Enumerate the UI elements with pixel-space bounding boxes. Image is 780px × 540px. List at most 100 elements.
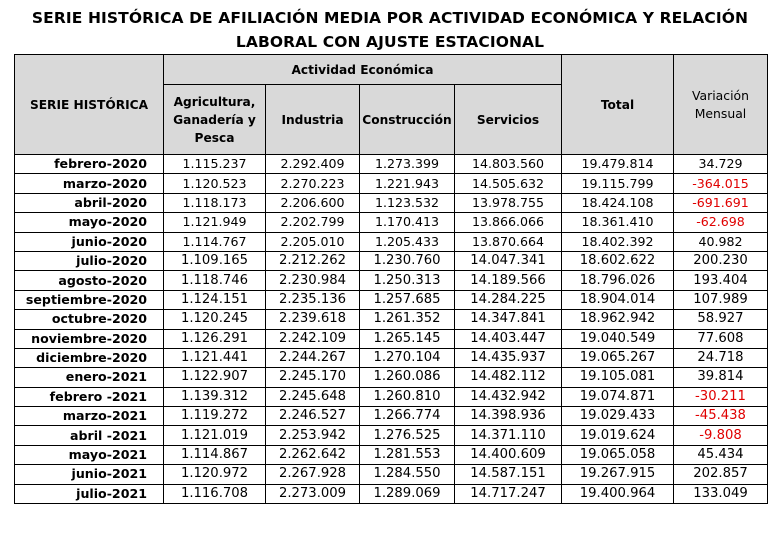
cell-servicios: 13.870.664 — [454, 231, 562, 252]
cell-construccion: 1.289.069 — [359, 483, 455, 505]
cell-total: 19.479.814 — [561, 153, 674, 175]
table-row: marzo-2021 1.119.272 2.246.527 1.266.774 14.… — [14, 406, 768, 427]
cell-agricultura: 1.121.949 — [163, 212, 266, 233]
cell-variacion: 45.434 — [673, 444, 768, 466]
cell-serie: julio-2020 — [14, 250, 164, 272]
cell-total: 18.402.392 — [561, 231, 674, 252]
cell-industria: 2.262.642 — [265, 444, 360, 466]
cell-serie: agosto-2020 — [14, 270, 164, 291]
table-row: abril -2021 1.121.019 2.253.942 1.276.525 14… — [14, 425, 768, 446]
cell-servicios: 14.047.341 — [454, 250, 562, 272]
cell-construccion: 1.261.352 — [359, 309, 455, 330]
cell-total: 18.962.942 — [561, 309, 674, 330]
cell-construccion: 1.123.532 — [359, 192, 455, 214]
cell-industria: 2.273.009 — [265, 483, 360, 505]
cell-serie: octubre-2020 — [14, 309, 164, 330]
cell-construccion: 1.257.685 — [359, 289, 455, 311]
cell-total: 18.602.622 — [561, 250, 674, 272]
cell-serie: junio-2021 — [14, 464, 164, 485]
table-row: febrero -2021 1.139.312 2.245.648 1.260.810… — [14, 386, 768, 408]
cell-variacion: -45.438 — [673, 406, 768, 427]
cell-agricultura: 1.119.272 — [163, 406, 266, 427]
cell-servicios: 14.371.110 — [454, 425, 562, 446]
cell-servicios: 14.482.112 — [454, 367, 562, 388]
cell-agricultura: 1.118.173 — [163, 192, 266, 214]
cell-construccion: 1.273.399 — [359, 153, 455, 175]
table-row: abril-2020 1.118.173 2.206.600 1.123.532 13.… — [14, 192, 768, 214]
title-line-2: LABORAL CON AJUSTE ESTACIONAL — [235, 33, 545, 51]
cell-variacion: 39.814 — [673, 367, 768, 388]
cell-variacion: 202.857 — [673, 464, 768, 485]
cell-agricultura: 1.120.523 — [163, 173, 266, 194]
cell-total: 18.904.014 — [561, 289, 674, 311]
cell-total: 19.065.058 — [561, 444, 674, 466]
cell-serie: noviembre-2020 — [14, 328, 164, 349]
cell-agricultura: 1.118.746 — [163, 270, 266, 291]
cell-construccion: 1.230.760 — [359, 250, 455, 272]
cell-servicios: 13.978.755 — [454, 192, 562, 214]
cell-servicios: 14.587.151 — [454, 464, 562, 485]
cell-industria: 2.245.170 — [265, 367, 360, 388]
cell-total: 19.019.624 — [561, 425, 674, 446]
header-agri-line1: Agricultura, — [173, 94, 256, 109]
cell-variacion: 34.729 — [673, 153, 768, 175]
cell-agricultura: 1.121.441 — [163, 347, 266, 369]
cell-total: 18.424.108 — [561, 192, 674, 214]
cell-industria: 2.235.136 — [265, 289, 360, 311]
table-row: agosto-2020 1.118.746 2.230.984 1.250.313 14… — [14, 270, 768, 291]
cell-serie: febrero -2021 — [14, 386, 164, 408]
cell-industria: 2.270.223 — [265, 173, 360, 194]
cell-variacion: 200.230 — [673, 250, 768, 272]
cell-servicios: 14.400.609 — [454, 444, 562, 466]
cell-serie: mayo-2020 — [14, 212, 164, 233]
cell-variacion: 58.927 — [673, 309, 768, 330]
cell-total: 19.029.433 — [561, 406, 674, 427]
cell-construccion: 1.260.086 — [359, 367, 455, 388]
cell-servicios: 14.284.225 — [454, 289, 562, 311]
cell-variacion: -30.211 — [673, 386, 768, 408]
cell-agricultura: 1.122.907 — [163, 367, 266, 388]
cell-agricultura: 1.121.019 — [163, 425, 266, 446]
cell-serie: febrero-2020 — [14, 153, 164, 175]
header-industria: Industria — [265, 84, 360, 155]
cell-serie: junio-2020 — [14, 231, 164, 252]
cell-industria: 2.245.648 — [265, 386, 360, 408]
cell-industria: 2.202.799 — [265, 212, 360, 233]
cell-servicios: 14.403.447 — [454, 328, 562, 349]
cell-serie: marzo-2021 — [14, 406, 164, 427]
table-row: junio-2021 1.120.972 2.267.928 1.284.550 14.… — [14, 464, 768, 485]
table-row: noviembre-2020 1.126.291 2.242.109 1.265.14… — [14, 328, 768, 349]
cell-agricultura: 1.114.867 — [163, 444, 266, 466]
cell-industria: 2.239.618 — [265, 309, 360, 330]
table-row: marzo-2020 1.120.523 2.270.223 1.221.943 14.… — [14, 173, 768, 194]
header-agricultura: Agricultura, Ganadería y Pesca — [163, 84, 266, 155]
cell-agricultura: 1.120.245 — [163, 309, 266, 330]
cell-industria: 2.206.600 — [265, 192, 360, 214]
cell-variacion: -691.691 — [673, 192, 768, 214]
cell-agricultura: 1.139.312 — [163, 386, 266, 408]
cell-construccion: 1.170.413 — [359, 212, 455, 233]
cell-variacion: 77.608 — [673, 328, 768, 349]
cell-construccion: 1.281.553 — [359, 444, 455, 466]
cell-construccion: 1.221.943 — [359, 173, 455, 194]
table-row: mayo-2021 1.114.867 2.262.642 1.281.553 14.4… — [14, 444, 768, 466]
cell-construccion: 1.276.525 — [359, 425, 455, 446]
cell-total: 18.796.026 — [561, 270, 674, 291]
header-agri-line2: Ganadería y — [173, 112, 256, 127]
table-row: septiembre-2020 1.124.151 2.235.136 1.257.6… — [14, 289, 768, 311]
cell-construccion: 1.260.810 — [359, 386, 455, 408]
cell-variacion: 193.404 — [673, 270, 768, 291]
cell-industria: 2.242.109 — [265, 328, 360, 349]
cell-servicios: 14.347.841 — [454, 309, 562, 330]
cell-servicios: 14.398.936 — [454, 406, 562, 427]
cell-total: 19.074.871 — [561, 386, 674, 408]
cell-total: 19.400.964 — [561, 483, 674, 505]
cell-servicios: 14.803.560 — [454, 153, 562, 175]
header-variacion: Variación Mensual — [673, 54, 768, 155]
cell-construccion: 1.266.774 — [359, 406, 455, 427]
cell-agricultura: 1.124.151 — [163, 289, 266, 311]
cell-variacion: 24.718 — [673, 347, 768, 369]
cell-serie: diciembre-2020 — [14, 347, 164, 369]
table-row: mayo-2020 1.121.949 2.202.799 1.170.413 13.8… — [14, 212, 768, 233]
cell-agricultura: 1.114.767 — [163, 231, 266, 252]
